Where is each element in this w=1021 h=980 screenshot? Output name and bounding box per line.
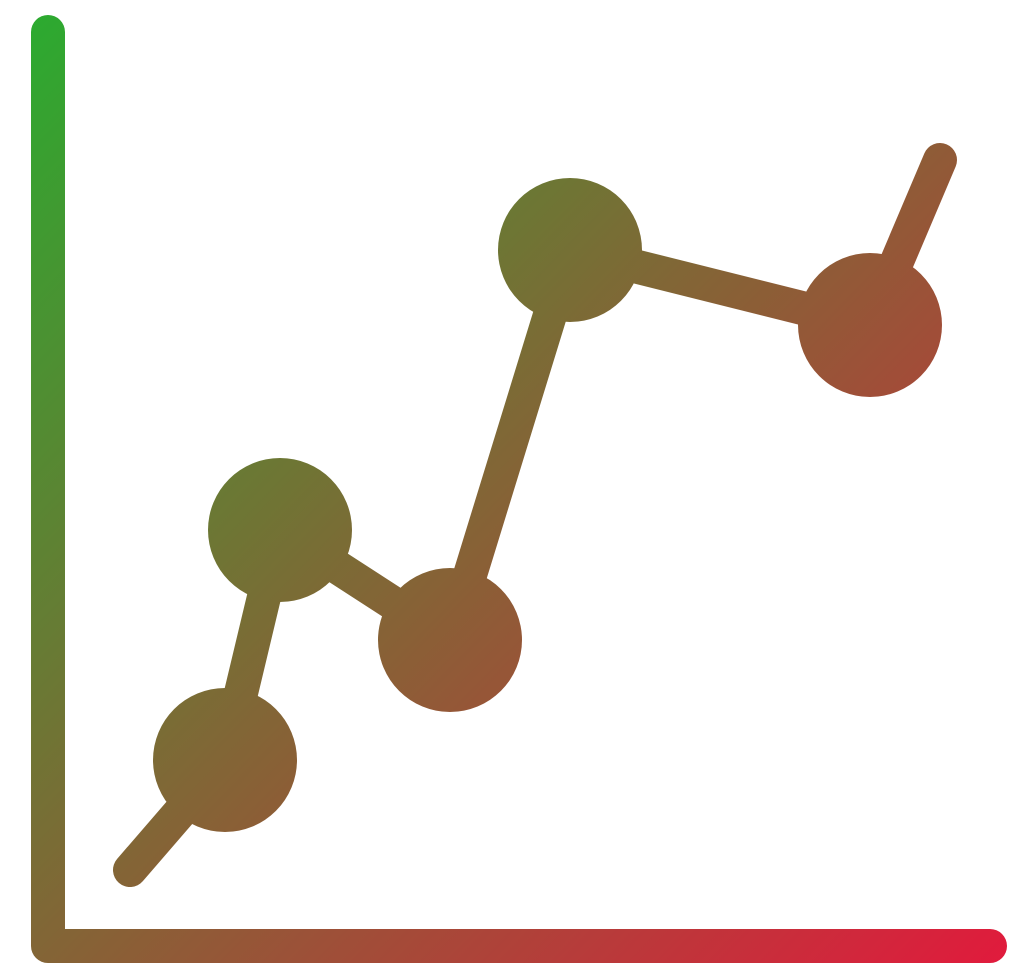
data-point-2 — [208, 458, 352, 602]
data-point-1 — [153, 688, 297, 832]
data-markers — [153, 178, 942, 832]
data-point-3 — [378, 568, 522, 712]
data-point-4 — [498, 178, 642, 322]
line-chart-icon — [0, 0, 1021, 980]
data-point-5 — [798, 253, 942, 397]
